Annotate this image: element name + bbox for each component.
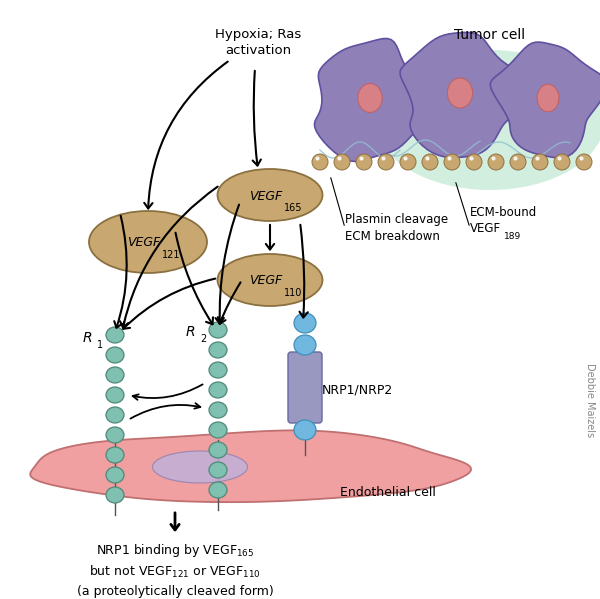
Text: ECM-bound
VEGF: ECM-bound VEGF (470, 205, 537, 234)
Text: NRP1/NRP2: NRP1/NRP2 (322, 383, 393, 397)
Text: Tumor cell: Tumor cell (454, 28, 526, 42)
Ellipse shape (532, 154, 548, 170)
Ellipse shape (576, 154, 592, 170)
Ellipse shape (510, 154, 526, 170)
FancyBboxPatch shape (288, 352, 322, 423)
Text: Debbie Maizels: Debbie Maizels (585, 363, 595, 437)
Text: 2: 2 (200, 334, 206, 344)
Text: R: R (185, 325, 195, 339)
Ellipse shape (209, 482, 227, 498)
Ellipse shape (312, 154, 328, 170)
Ellipse shape (106, 327, 124, 343)
Text: NRP1 binding by VEGF$_{165}$
but not VEGF$_{121}$ or VEGF$_{110}$
(a proteolytic: NRP1 binding by VEGF$_{165}$ but not VEG… (77, 542, 274, 599)
Ellipse shape (358, 83, 382, 113)
Ellipse shape (106, 367, 124, 383)
Text: Hypoxia; Ras
activation: Hypoxia; Ras activation (215, 28, 301, 57)
Ellipse shape (218, 254, 323, 306)
Polygon shape (30, 430, 471, 502)
Ellipse shape (554, 154, 570, 170)
Ellipse shape (466, 154, 482, 170)
Ellipse shape (209, 342, 227, 358)
Ellipse shape (422, 154, 438, 170)
Polygon shape (490, 42, 600, 158)
Ellipse shape (209, 362, 227, 378)
Ellipse shape (209, 442, 227, 458)
Ellipse shape (218, 169, 323, 221)
Ellipse shape (106, 467, 124, 483)
Ellipse shape (334, 154, 350, 170)
Ellipse shape (106, 447, 124, 463)
Ellipse shape (375, 50, 600, 190)
Ellipse shape (209, 462, 227, 478)
Ellipse shape (106, 427, 124, 443)
Text: VEGF: VEGF (127, 237, 161, 250)
Ellipse shape (106, 347, 124, 363)
Ellipse shape (356, 154, 372, 170)
Ellipse shape (488, 154, 504, 170)
Ellipse shape (89, 211, 207, 273)
Ellipse shape (378, 154, 394, 170)
Ellipse shape (444, 154, 460, 170)
Ellipse shape (209, 382, 227, 398)
Ellipse shape (294, 420, 316, 440)
Text: 121: 121 (162, 250, 181, 260)
Text: Plasmin cleavage
ECM breakdown: Plasmin cleavage ECM breakdown (345, 213, 448, 243)
Ellipse shape (106, 487, 124, 503)
Text: VEGF: VEGF (250, 189, 283, 202)
Ellipse shape (209, 322, 227, 338)
Ellipse shape (537, 84, 559, 112)
Ellipse shape (209, 402, 227, 418)
Ellipse shape (294, 313, 316, 333)
Ellipse shape (106, 407, 124, 423)
Ellipse shape (400, 154, 416, 170)
Ellipse shape (152, 451, 248, 483)
Ellipse shape (448, 78, 473, 108)
Text: 165: 165 (284, 203, 302, 213)
Polygon shape (400, 32, 531, 158)
Ellipse shape (106, 387, 124, 403)
Text: 110: 110 (284, 288, 302, 298)
Text: 189: 189 (504, 232, 521, 241)
Text: Endothelial cell: Endothelial cell (340, 486, 436, 498)
Ellipse shape (294, 335, 316, 355)
Text: VEGF: VEGF (250, 274, 283, 288)
Text: 1: 1 (97, 340, 103, 350)
Polygon shape (314, 38, 438, 162)
Text: R: R (82, 331, 92, 345)
Ellipse shape (209, 422, 227, 438)
